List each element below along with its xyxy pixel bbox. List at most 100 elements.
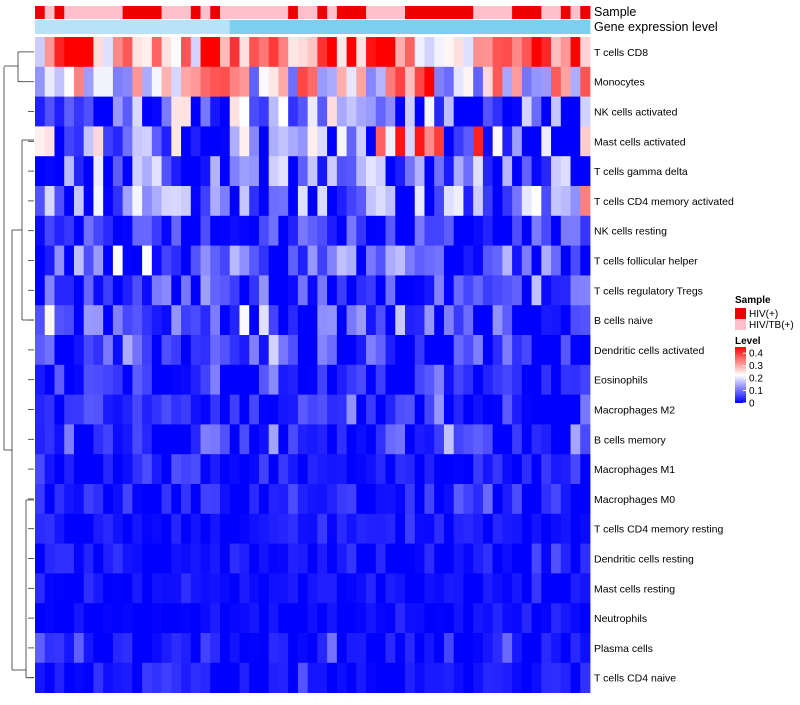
heatmap-cell	[288, 275, 299, 306]
heatmap-cell	[200, 37, 211, 68]
heatmap-cell	[521, 454, 532, 485]
heatmap-cell	[122, 633, 133, 664]
heatmap-cell	[229, 394, 240, 425]
heatmap-cell	[181, 603, 192, 634]
heatmap-cell	[258, 186, 270, 217]
heatmap-cell	[210, 335, 221, 366]
heatmap-cell	[73, 454, 85, 485]
heatmap-cell	[463, 484, 474, 515]
heatmap-cell	[122, 424, 133, 455]
heatmap-cell	[190, 424, 201, 455]
heatmap-cell	[200, 573, 211, 604]
heatmap-cell	[317, 96, 328, 127]
heatmap-cell	[580, 603, 591, 634]
heatmap-cell	[161, 454, 172, 485]
heatmap-cell	[268, 275, 279, 306]
heatmap-cell	[375, 573, 386, 604]
heatmap-cell	[229, 603, 240, 634]
heatmap-cell	[453, 66, 464, 97]
heatmap-cell	[307, 662, 318, 693]
legend-hivtb-label: HIV/TB(+)	[749, 320, 794, 331]
heatmap-cell	[142, 126, 153, 157]
heatmap-cell	[210, 633, 221, 664]
sample-annotation-cell	[531, 6, 542, 19]
heatmap-cell	[366, 573, 377, 604]
heatmap-cell	[443, 454, 455, 485]
heatmap-cell	[132, 513, 143, 544]
heatmap-cell	[132, 394, 143, 425]
heatmap-cell	[54, 454, 65, 485]
heatmap-cell	[268, 573, 279, 604]
heatmap-cell	[385, 513, 396, 544]
heatmap-cell	[239, 245, 250, 276]
heatmap-cell	[83, 66, 94, 97]
heatmap-cell	[297, 603, 309, 634]
gene-expression-annotation-cell	[239, 20, 250, 34]
heatmap-cell	[171, 37, 182, 68]
heatmap-cell	[229, 275, 240, 306]
heatmap-cell	[93, 275, 104, 306]
heatmap-cell	[414, 245, 425, 276]
heatmap-cell	[570, 66, 581, 97]
heatmap-cell	[181, 573, 192, 604]
heatmap-cell	[122, 275, 133, 306]
heatmap-cell	[366, 633, 377, 664]
heatmap-cell	[210, 245, 221, 276]
heatmap-cell	[83, 335, 94, 366]
heatmap-cell	[453, 335, 464, 366]
heatmap-cell	[229, 66, 240, 97]
sample-annotation-cell	[580, 6, 591, 19]
heatmap-cell	[210, 364, 221, 395]
heatmap-cell	[93, 156, 104, 187]
heatmap-cell	[356, 513, 367, 544]
heatmap-cell	[580, 454, 591, 485]
heatmap-cell	[453, 275, 464, 306]
heatmap-cell	[434, 484, 445, 515]
heatmap-cell	[453, 215, 464, 246]
heatmap-cell	[200, 513, 211, 544]
sample-annotation-cell	[220, 6, 231, 19]
heatmap-cell	[395, 275, 406, 306]
heatmap-cell	[551, 335, 562, 366]
heatmap-cell	[492, 335, 503, 366]
heatmap-cell	[73, 603, 85, 634]
heatmap-cell	[161, 37, 172, 68]
heatmap-cell	[453, 364, 464, 395]
heatmap-cell	[327, 305, 338, 336]
heatmap-cell	[278, 275, 289, 306]
heatmap-cell	[414, 275, 425, 306]
heatmap-cell	[190, 513, 201, 544]
heatmap-cell	[103, 513, 114, 544]
heatmap-cell	[151, 305, 162, 336]
heatmap-cell	[492, 126, 503, 157]
heatmap-cell	[434, 364, 445, 395]
heatmap-cell	[151, 573, 162, 604]
heatmap-cell	[570, 37, 581, 68]
heatmap-cell	[288, 364, 299, 395]
gene-expression-annotation-cell	[103, 20, 114, 34]
heatmap-cell	[482, 215, 494, 246]
heatmap-cell	[44, 66, 55, 97]
heatmap-cell	[307, 186, 318, 217]
heatmap-cell	[414, 662, 425, 693]
heatmap-cell	[278, 245, 289, 276]
gene-expression-annotation-cell	[560, 20, 571, 34]
heatmap-cell	[366, 335, 377, 366]
heatmap-cell	[93, 513, 104, 544]
heatmap-cell	[220, 275, 231, 306]
heatmap-cell	[531, 275, 542, 306]
heatmap-cell	[249, 215, 260, 246]
heatmap-cell	[112, 424, 124, 455]
heatmap-cell	[521, 335, 532, 366]
heatmap-cell	[171, 96, 182, 127]
gene-expression-annotation-cell	[375, 20, 386, 34]
heatmap-cell	[249, 543, 260, 574]
heatmap-cell	[560, 37, 571, 68]
heatmap-cell	[375, 156, 386, 187]
heatmap-cell	[492, 633, 503, 664]
heatmap-cell	[297, 543, 309, 574]
heatmap-cell	[35, 186, 46, 217]
heatmap-cell	[103, 364, 114, 395]
heatmap-cell	[171, 633, 182, 664]
sample-annotation-cell	[385, 6, 396, 19]
